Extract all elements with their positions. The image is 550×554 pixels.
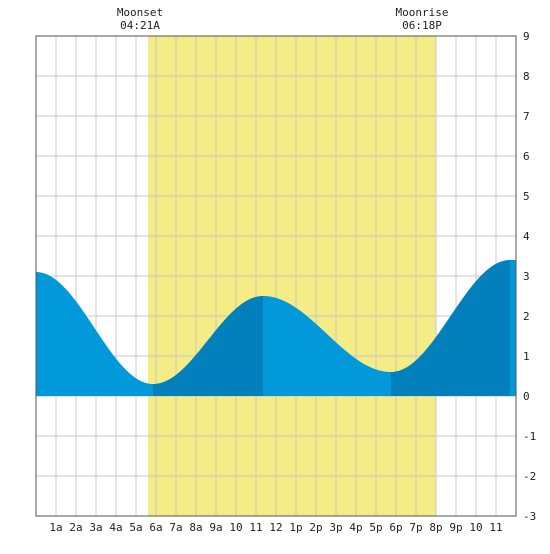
x-tick-label: 6p bbox=[389, 521, 402, 534]
x-tick-label: 3a bbox=[89, 521, 102, 534]
y-tick-label: 3 bbox=[523, 270, 530, 283]
x-tick-label: 8p bbox=[429, 521, 442, 534]
y-tick-label: -1 bbox=[523, 430, 536, 443]
x-tick-label: 7p bbox=[409, 521, 422, 534]
y-tick-label: 4 bbox=[523, 230, 530, 243]
x-tick-label: 8a bbox=[189, 521, 202, 534]
moonrise-label: Moonrise bbox=[396, 6, 449, 19]
y-tick-label: 7 bbox=[523, 110, 530, 123]
y-tick-label: 6 bbox=[523, 150, 530, 163]
y-tick-label: 8 bbox=[523, 70, 530, 83]
tide-area-rising bbox=[391, 260, 510, 396]
x-tick-label: 10 bbox=[469, 521, 482, 534]
x-tick-label: 2a bbox=[69, 521, 82, 534]
x-tick-label: 9p bbox=[449, 521, 462, 534]
y-tick-label: 0 bbox=[523, 390, 530, 403]
x-tick-label: 10 bbox=[229, 521, 242, 534]
x-tick-label: 11 bbox=[489, 521, 502, 534]
tide-area-falling bbox=[263, 296, 391, 396]
x-tick-label: 12 bbox=[269, 521, 282, 534]
tide-area-falling bbox=[510, 260, 516, 396]
x-tick-label: 7a bbox=[169, 521, 182, 534]
y-tick-label: -3 bbox=[523, 510, 536, 523]
tide-series bbox=[36, 260, 516, 396]
x-tick-label: 5p bbox=[369, 521, 382, 534]
moonrise-time: 06:18P bbox=[402, 19, 442, 32]
x-tick-label: 5a bbox=[129, 521, 142, 534]
x-tick-label: 9a bbox=[209, 521, 222, 534]
x-tick-label: 1a bbox=[49, 521, 62, 534]
x-axis-tick-labels: 1a 2a 3a 4a 5a 6a 7a 8a 9a 10 11 12 1p 2p 3p 4p 5p 6p 7p 8p… bbox=[49, 521, 502, 534]
y-tick-label: 1 bbox=[523, 350, 530, 363]
y-tick-label: 9 bbox=[523, 30, 530, 43]
y-tick-label: 5 bbox=[523, 190, 530, 203]
moonset-label: Moonset bbox=[117, 6, 163, 19]
y-tick-label: -2 bbox=[523, 470, 536, 483]
tide-area-falling bbox=[36, 272, 153, 396]
moonset-time: 04:21A bbox=[120, 19, 160, 32]
x-tick-label: 2p bbox=[309, 521, 322, 534]
x-tick-label: 11 bbox=[249, 521, 262, 534]
tide-area-rising bbox=[153, 296, 263, 396]
x-tick-label: 4p bbox=[349, 521, 362, 534]
y-axis-tick-labels: 9 8 7 6 5 4 3 2 1 0 -1 -2 -3 bbox=[523, 30, 536, 523]
plot-border bbox=[35, 35, 517, 517]
x-tick-label: 1p bbox=[289, 521, 302, 534]
x-tick-label: 6a bbox=[149, 521, 162, 534]
y-tick-label: 2 bbox=[523, 310, 530, 323]
x-tick-label: 3p bbox=[329, 521, 342, 534]
x-tick-label: 4a bbox=[109, 521, 122, 534]
